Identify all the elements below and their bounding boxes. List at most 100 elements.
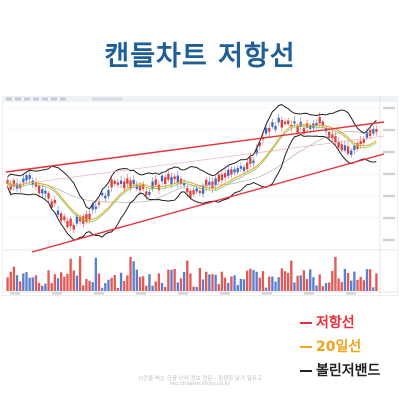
chart-legend: 저항선 20일선 볼린저밴드 <box>300 312 400 384</box>
date-tick <box>10 292 20 295</box>
volume-bar <box>25 272 28 291</box>
candle-body <box>359 140 362 145</box>
legend-item-bollinger: 볼린저밴드 <box>300 360 400 382</box>
candle-body <box>372 129 375 134</box>
candle-body <box>223 173 227 178</box>
volume-bar <box>44 283 47 291</box>
candle-body <box>88 213 91 220</box>
volume-bar <box>220 271 224 291</box>
volume-bar <box>151 285 154 291</box>
candle-body <box>72 225 75 230</box>
date-tick <box>52 292 62 295</box>
volume-bar <box>359 276 362 291</box>
candle-body <box>255 148 258 154</box>
bollinger-lower <box>7 133 377 241</box>
toolbar-icon <box>15 97 21 101</box>
candle-body <box>116 182 120 185</box>
date-tick <box>262 292 272 295</box>
candle-body <box>173 176 176 180</box>
candle-body <box>167 173 170 180</box>
candle-body <box>327 131 331 138</box>
legend-swatch-ma20 <box>300 346 312 348</box>
volume-bar <box>116 287 120 291</box>
candle-body <box>362 139 365 143</box>
volume-bar <box>34 275 38 291</box>
volume-bar <box>233 275 236 291</box>
candle-body <box>119 180 123 184</box>
candle-body <box>113 180 116 184</box>
candle-body <box>154 179 157 185</box>
volume-bar <box>138 276 142 291</box>
volume-bar <box>47 270 50 291</box>
volume-bar <box>230 276 233 291</box>
candle-body <box>164 177 167 185</box>
volume-bar <box>318 274 321 291</box>
candle-body <box>145 191 148 196</box>
volume-bar <box>205 271 208 291</box>
candle-body <box>277 117 280 123</box>
candle-body <box>346 146 350 154</box>
candle-body <box>100 192 104 196</box>
volume-bar <box>293 282 296 291</box>
ma60-line <box>7 131 377 203</box>
legend-item-resistance: 저항선 <box>300 312 400 334</box>
candle-body <box>233 169 236 173</box>
candle-body <box>135 185 139 189</box>
candle-body <box>236 168 239 173</box>
toolbar-icon <box>60 97 66 101</box>
price-tick <box>383 172 395 176</box>
candle-body <box>110 179 113 188</box>
resistance-line-upper <box>5 121 385 173</box>
candle-body <box>37 185 41 194</box>
price-tick <box>383 238 395 242</box>
candle-body <box>230 169 233 175</box>
volume-bar <box>85 279 88 291</box>
volume-bar <box>19 281 22 291</box>
volume-bar <box>173 268 176 291</box>
volume-bar <box>91 282 94 291</box>
candle-body <box>274 125 277 130</box>
legend-swatch-bollinger <box>300 370 312 372</box>
volume-bar <box>309 269 312 291</box>
candle-body <box>132 179 135 184</box>
volume-bar <box>353 271 356 291</box>
candle-body <box>318 117 321 124</box>
price-tick <box>383 106 395 110</box>
volume-bar <box>135 269 139 291</box>
volume-bar <box>201 279 205 291</box>
volume-bar <box>315 285 318 291</box>
candle-body <box>41 189 44 194</box>
candle-body <box>50 201 53 208</box>
candle-body <box>340 144 343 151</box>
candle-body <box>283 121 287 124</box>
candle-body <box>22 178 25 183</box>
candle-body <box>19 184 22 189</box>
candle-body <box>69 218 72 226</box>
ma20-line <box>7 123 377 221</box>
volume-bar <box>261 271 265 291</box>
volume-bar <box>268 276 271 291</box>
candle-body <box>264 127 268 134</box>
toolbar-icon <box>6 97 12 101</box>
volume-bar <box>63 276 66 291</box>
volume-bar <box>372 287 375 291</box>
toolbar-icon <box>33 97 39 101</box>
volume-bar <box>331 270 334 291</box>
candle-body <box>331 133 334 139</box>
volume-bar <box>305 279 309 291</box>
volume-bar <box>22 273 25 291</box>
volume-bar <box>145 285 148 291</box>
volume-bar <box>242 279 246 291</box>
candle-body <box>205 179 208 187</box>
candle-body <box>350 150 353 155</box>
candle-body <box>176 175 179 184</box>
volume-bar <box>321 286 325 291</box>
volume-bar <box>157 273 161 291</box>
volume-bar <box>211 274 214 291</box>
volume-bar <box>312 277 315 291</box>
volume-bar <box>290 260 293 291</box>
volume-bar <box>72 270 75 291</box>
candle-body <box>157 184 161 191</box>
volume-bar <box>299 275 302 291</box>
candle-body <box>334 136 337 143</box>
